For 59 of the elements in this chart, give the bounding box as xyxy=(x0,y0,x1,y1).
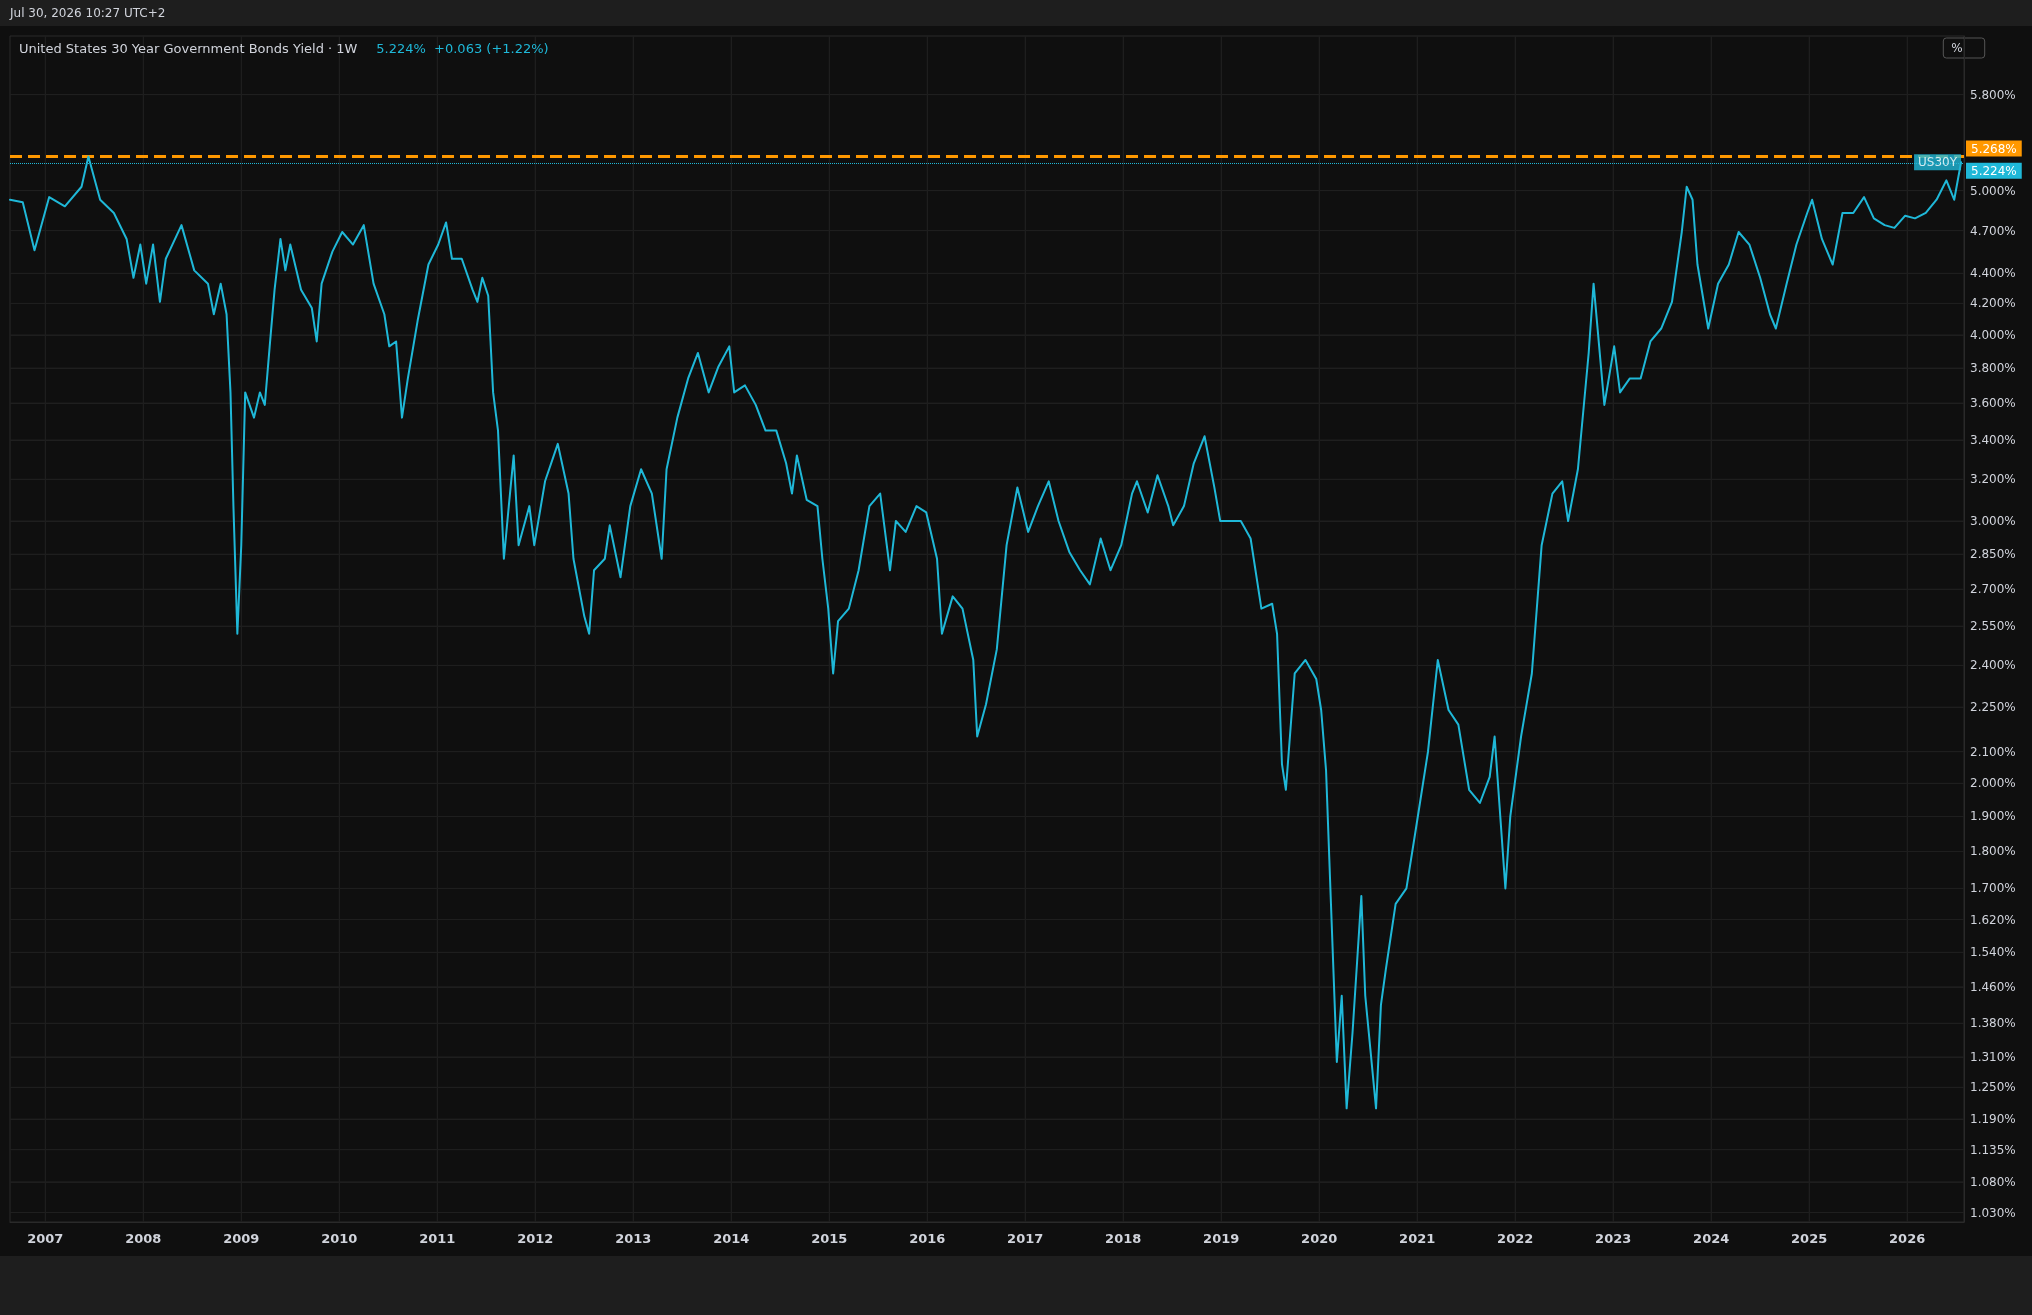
y-tick-label: 1.540% xyxy=(1970,945,2016,960)
y-tick-label: 1.030% xyxy=(1970,1205,2016,1220)
y-tick-label: 3.400% xyxy=(1970,433,2016,448)
y-tick-label: 3.000% xyxy=(1970,514,2016,529)
annotation: US30Y xyxy=(1918,155,1958,170)
y-tick-label: 4.400% xyxy=(1970,266,2016,281)
x-tick-label: 2022 xyxy=(1497,1231,1534,1246)
y-tick-label: 4.000% xyxy=(1970,327,2016,342)
x-tick-label: 2007 xyxy=(27,1231,64,1246)
x-tick-label: 2014 xyxy=(713,1231,750,1246)
y-tick-label: 3.600% xyxy=(1970,396,2016,411)
y-tick-label: 5.000% xyxy=(1970,183,2016,198)
y-tick-label: 2.000% xyxy=(1970,776,2016,791)
y-tick-label: 1.620% xyxy=(1970,912,2016,927)
x-tick-label: 2024 xyxy=(1693,1231,1730,1246)
x-tick-label: 2009 xyxy=(223,1231,260,1246)
chart-title: United States 30 Year Government Bonds Yield · 1W xyxy=(19,40,358,56)
y-tick-label: 1.080% xyxy=(1970,1174,2016,1189)
y-tick-label: 2.700% xyxy=(1970,582,2016,597)
x-tick-label: 2016 xyxy=(909,1231,946,1246)
y-tick-label: 2.100% xyxy=(1970,744,2016,759)
y-tick-label: 3.800% xyxy=(1970,361,2016,376)
x-tick-label: 2020 xyxy=(1301,1231,1338,1246)
chart-subtitle: 5.224% +0.063 (+1.22%) xyxy=(376,40,549,56)
y-tick-label: 2.550% xyxy=(1970,619,2016,634)
y-tick-label: 1.700% xyxy=(1970,881,2016,896)
x-tick-label: 2018 xyxy=(1105,1231,1142,1246)
y-tick-label: 2.400% xyxy=(1970,658,2016,673)
y-tick-label: 1.135% xyxy=(1970,1142,2016,1157)
x-tick-label: 2026 xyxy=(1889,1231,1926,1246)
y-tick-label: 1.190% xyxy=(1970,1112,2016,1127)
x-tick-label: 2010 xyxy=(321,1231,358,1246)
x-tick-label: 2023 xyxy=(1595,1231,1632,1246)
line-series xyxy=(9,155,1963,1110)
x-tick-label: 2013 xyxy=(615,1231,652,1246)
x-tick-label: 2011 xyxy=(419,1231,456,1246)
y-axis-title: % xyxy=(1951,41,1963,55)
y-tick-label: 1.380% xyxy=(1970,1016,2016,1031)
y-tick-label: 5.800% xyxy=(1970,87,2016,102)
y-tick-label: 4.700% xyxy=(1970,223,2016,238)
x-tick-label: 2012 xyxy=(517,1231,554,1246)
y-tick-label: 1.460% xyxy=(1970,979,2016,994)
x-tick-label: 2025 xyxy=(1791,1231,1828,1246)
y-tick-label: 1.310% xyxy=(1970,1049,2016,1064)
y-tick-label: 2.850% xyxy=(1970,547,2016,562)
y-tick-label: 3.200% xyxy=(1970,472,2016,487)
ref-line-label: 5.268% xyxy=(1971,141,2017,156)
x-tick-label: 2008 xyxy=(125,1231,162,1246)
y-tick-label: 1.900% xyxy=(1970,809,2016,824)
y-tick-label: 4.200% xyxy=(1970,296,2016,311)
ref-line-label: 5.224% xyxy=(1971,163,2017,178)
y-tick-label: 1.250% xyxy=(1970,1080,2016,1095)
x-tick-label: 2015 xyxy=(811,1231,848,1246)
y-tick-label: 2.250% xyxy=(1970,700,2016,715)
x-tick-label: 2019 xyxy=(1203,1231,1240,1246)
x-tick-label: 2017 xyxy=(1007,1231,1044,1246)
x-tick-label: 2021 xyxy=(1399,1231,1436,1246)
text: Jul 30, 2026 10:27 UTC+2 xyxy=(0,0,2032,26)
y-tick-label: 1.800% xyxy=(1970,844,2016,859)
